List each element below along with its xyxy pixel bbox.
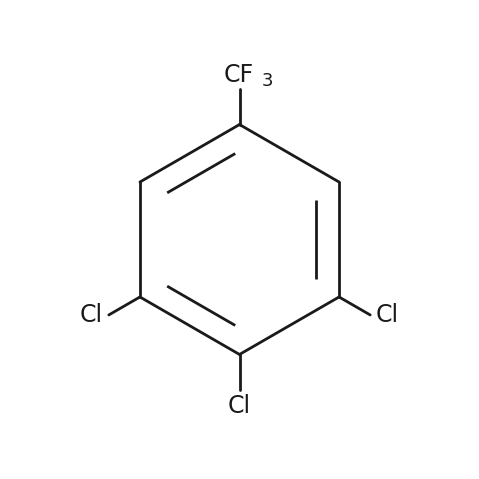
- Text: Cl: Cl: [80, 303, 103, 327]
- Text: Cl: Cl: [376, 303, 399, 327]
- Text: Cl: Cl: [228, 394, 251, 418]
- Text: CF: CF: [224, 63, 253, 87]
- Text: 3: 3: [262, 71, 274, 90]
